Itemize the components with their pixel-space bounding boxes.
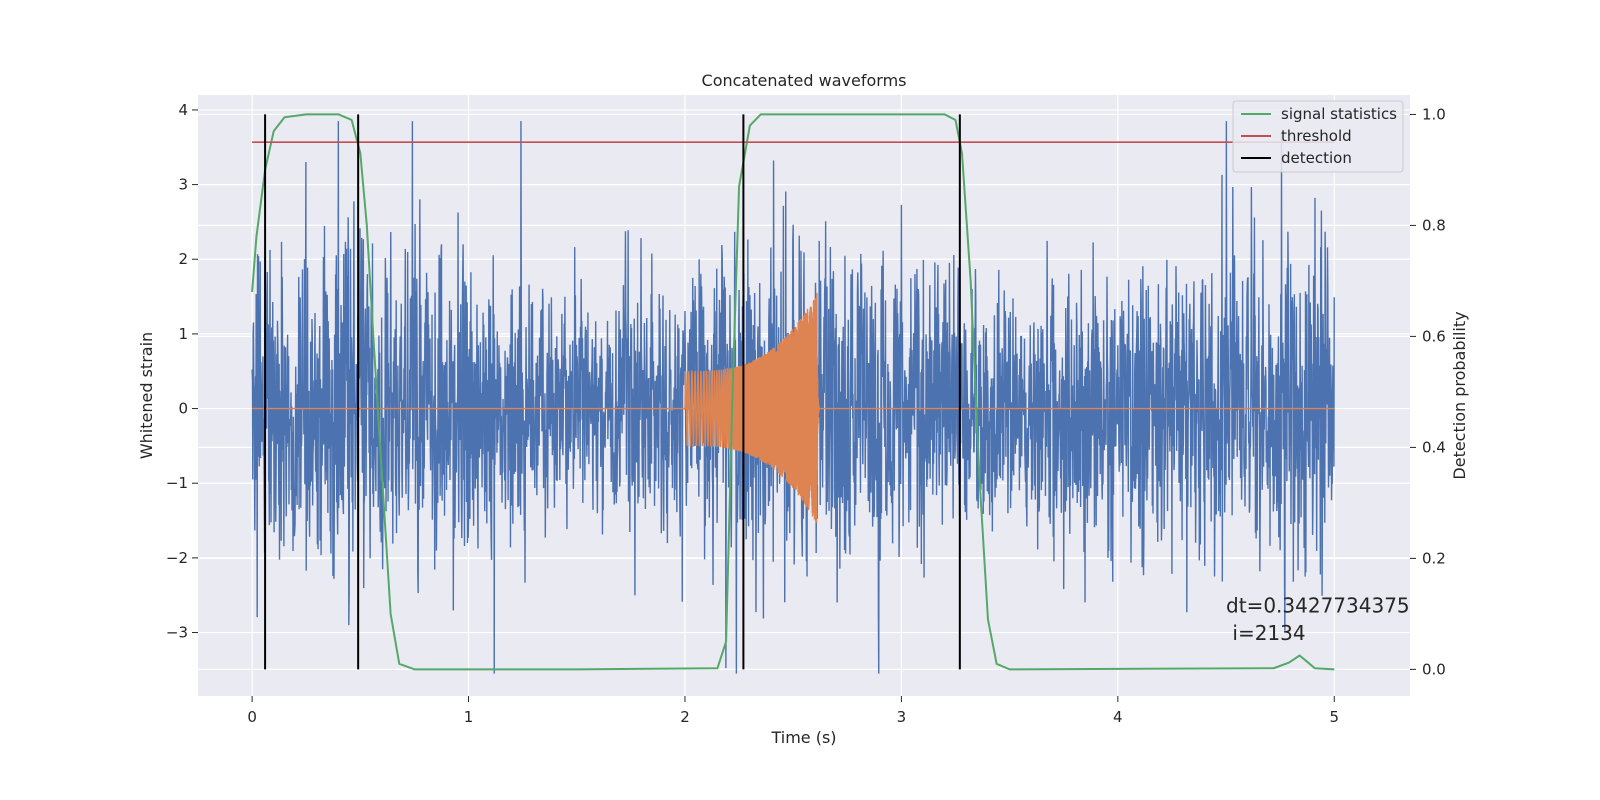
y-left-tick-label: 0	[178, 400, 188, 418]
y-right-axis-label: Detection probability	[1450, 311, 1469, 479]
y-right-tick-label: 0.0	[1422, 660, 1446, 678]
ticks-layer: 0 1 2 3 4 5 −3 −2 −1 0 1 2 3 4 0.0 0.2 0.4 0.6 0.8 1.0	[166, 101, 1446, 726]
y-left-tick-label: −1	[166, 474, 188, 492]
y-right-tick-label: 0.2	[1422, 549, 1446, 567]
x-tick-label: 0	[247, 708, 257, 726]
legend-box	[1232, 100, 1404, 173]
y-left-tick-label: 3	[178, 176, 188, 194]
legend: signal statistics threshold detection	[1232, 100, 1404, 173]
x-tick-label: 3	[897, 708, 907, 726]
y-right-tick-label: 0.4	[1422, 438, 1446, 456]
y-left-tick-label: 2	[178, 250, 188, 268]
y-right-tick-label: 0.6	[1422, 327, 1446, 345]
y-left-axis-label: Whitened strain	[137, 332, 156, 459]
legend-label-detection: detection	[1281, 149, 1352, 167]
x-tick-label: 4	[1113, 708, 1123, 726]
y-left-tick-label: −3	[166, 624, 188, 642]
annotation-index: i=2134	[1226, 621, 1306, 645]
legend-label-threshold: threshold	[1281, 127, 1352, 145]
template-chirp-series	[252, 292, 1335, 523]
annotations: dt=0.3427734375 i=2134	[1226, 593, 1410, 645]
x-tick-label: 1	[464, 708, 474, 726]
y-right-tick-label: 1.0	[1422, 105, 1446, 123]
y-left-tick-label: 4	[178, 101, 188, 119]
x-tick-label: 5	[1329, 708, 1339, 726]
strain-noise-series	[251, 121, 1335, 674]
y-right-tick-label: 0.8	[1422, 216, 1446, 234]
y-left-tick-label: −2	[166, 549, 188, 567]
plot-series-group	[251, 113, 1335, 674]
annotation-dt: dt=0.3427734375	[1226, 593, 1410, 617]
series-layer	[251, 113, 1335, 674]
legend-label-signal-statistics: signal statistics	[1281, 105, 1397, 123]
chart-title: Concatenated waveforms	[702, 71, 907, 90]
x-tick-label: 2	[680, 708, 690, 726]
signal-statistics-line	[251, 113, 1335, 671]
x-axis-label: Time (s)	[770, 728, 836, 747]
y-left-tick-label: 1	[178, 325, 188, 343]
